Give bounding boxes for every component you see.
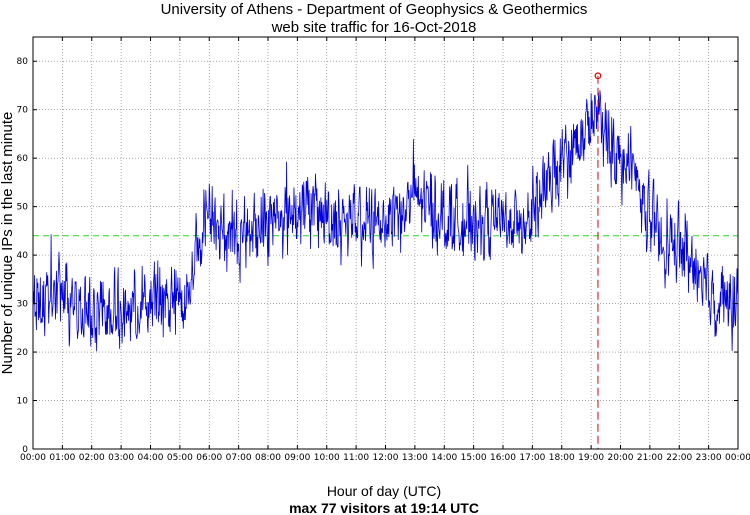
y-tick-label: 70 — [17, 106, 29, 116]
chart-title: University of Athens - Department of Geo… — [161, 1, 588, 18]
y-tick-label: 80 — [17, 57, 29, 67]
y-tick-label: 30 — [17, 300, 29, 310]
max-visitors-footer: max 77 visitors at 19:14 UTC — [289, 500, 479, 515]
x-tick-label: 16:00 — [490, 453, 516, 463]
x-tick-label: 15:00 — [461, 453, 487, 463]
x-tick-label: 00:00 — [725, 453, 750, 463]
x-tick-label: 10:00 — [314, 453, 340, 463]
x-tick-label: 04:00 — [138, 453, 164, 463]
y-axis-ticks: 0 10 20 30 40 50 60 70 80 — [17, 57, 738, 455]
y-tick-label: 60 — [17, 154, 29, 164]
x-tick-label: 08:00 — [255, 453, 281, 463]
x-tick-label: 07:00 — [226, 453, 252, 463]
traffic-series-line — [32, 90, 739, 352]
y-tick-label: 10 — [17, 397, 29, 407]
x-tick-label: 05:00 — [167, 453, 193, 463]
x-tick-label: 17:00 — [519, 453, 545, 463]
x-tick-label: 14:00 — [431, 453, 457, 463]
max-marker-point — [594, 72, 602, 80]
y-tick-label: 50 — [17, 203, 29, 213]
x-tick-label: 00:00 — [20, 453, 46, 463]
x-tick-label: 21:00 — [637, 453, 663, 463]
x-tick-label: 22:00 — [666, 453, 692, 463]
x-tick-label: 02:00 — [79, 453, 105, 463]
y-axis-label: Number of unique IPs in the last minute — [0, 112, 16, 375]
x-tick-label: 19:00 — [578, 453, 604, 463]
x-tick-label: 12:00 — [373, 453, 399, 463]
x-tick-label: 09:00 — [284, 453, 310, 463]
x-tick-label: 03:00 — [108, 453, 134, 463]
x-tick-label: 23:00 — [696, 453, 722, 463]
x-tick-label: 18:00 — [549, 453, 575, 463]
y-tick-label: 20 — [17, 348, 29, 358]
x-tick-label: 20:00 — [608, 453, 634, 463]
x-axis-label: Hour of day (UTC) — [327, 483, 441, 499]
chart-subtitle: web site traffic for 16-Oct-2018 — [271, 19, 477, 36]
y-tick-label: 40 — [17, 251, 29, 261]
x-tick-label: 13:00 — [402, 453, 428, 463]
y-tick-label: 0 — [22, 445, 28, 455]
x-axis-ticks: 00:00 01:00 02:00 03:00 04:00 05:00 06:00 07:00… — [20, 37, 750, 463]
x-tick-label: 01:00 — [49, 453, 75, 463]
x-tick-label: 11:00 — [343, 453, 369, 463]
x-tick-label: 06:00 — [196, 453, 222, 463]
